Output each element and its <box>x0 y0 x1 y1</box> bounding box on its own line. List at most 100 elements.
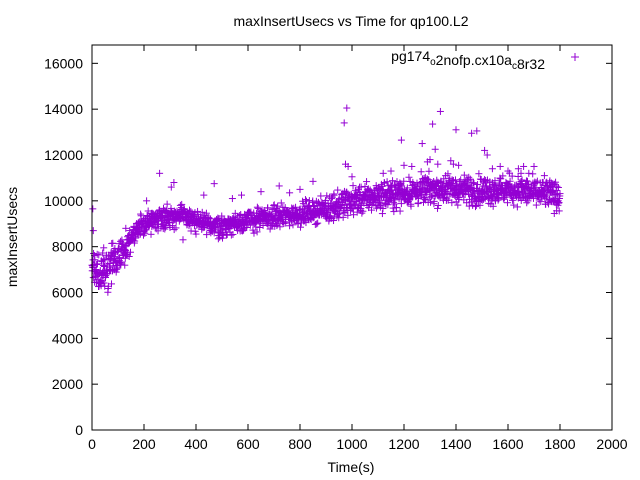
data-point <box>301 196 309 204</box>
data-point <box>126 248 134 256</box>
data-point-outlier <box>442 172 450 180</box>
data-point <box>121 261 129 269</box>
data-point <box>229 230 237 238</box>
data-point-outlier <box>89 227 97 235</box>
data-point <box>343 188 351 196</box>
data-point <box>389 177 397 185</box>
data-point <box>553 182 561 190</box>
data-point <box>447 190 455 198</box>
data-point <box>154 227 162 235</box>
data-point <box>496 181 504 189</box>
data-point <box>524 177 531 185</box>
data-point-outlier <box>400 161 408 169</box>
data-point-outlier <box>483 151 491 159</box>
data-point <box>465 202 473 210</box>
data-point <box>430 197 438 205</box>
data-point <box>326 213 334 221</box>
x-tick-label: 1800 <box>544 436 575 452</box>
data-point-outlier <box>387 167 395 175</box>
data-point <box>384 201 392 209</box>
y-tick-label: 10000 <box>44 193 83 209</box>
x-tick-label: 1600 <box>492 436 523 452</box>
data-point-outlier <box>488 165 496 173</box>
data-point <box>178 200 186 208</box>
data-point <box>93 260 101 268</box>
data-point <box>350 211 358 219</box>
data-point <box>529 170 537 178</box>
data-point <box>231 209 239 217</box>
data-point <box>108 280 115 288</box>
y-tick-label: 0 <box>75 422 83 438</box>
data-point <box>390 208 398 216</box>
data-point <box>513 203 521 211</box>
data-point <box>119 239 127 247</box>
data-point <box>162 220 170 228</box>
data-point <box>510 201 518 209</box>
legend-label-part: 8r32 <box>517 56 545 72</box>
data-point <box>95 251 103 259</box>
legend: pg174o2nofp.cx10ac8r32 <box>391 48 579 72</box>
data-point <box>208 227 216 235</box>
y-tick-label: 12000 <box>44 147 83 163</box>
x-tick-label: 600 <box>236 436 260 452</box>
data-point <box>302 219 310 227</box>
data-point-outlier <box>167 183 175 191</box>
data-point <box>442 186 450 194</box>
data-point <box>391 196 399 204</box>
data-point <box>491 177 499 185</box>
data-point <box>119 240 127 248</box>
data-point-outlier <box>452 126 460 134</box>
data-point <box>460 196 468 204</box>
data-point <box>165 218 173 226</box>
data-point-outlier <box>540 172 548 180</box>
data-point <box>99 262 107 270</box>
data-point <box>379 186 387 194</box>
data-point <box>396 207 404 215</box>
data-point <box>289 221 297 229</box>
data-point <box>508 172 516 180</box>
data-point <box>486 184 494 192</box>
data-point <box>253 203 261 211</box>
data-point <box>363 178 371 186</box>
data-point-outlier <box>340 119 348 127</box>
data-point <box>379 205 387 213</box>
data-point-outlier <box>343 104 351 112</box>
legend-label-part: c <box>512 61 517 72</box>
data-point <box>390 194 398 202</box>
data-point <box>121 254 129 262</box>
data-point-outlier <box>170 179 178 186</box>
data-point <box>368 206 375 214</box>
data-point <box>421 195 429 203</box>
data-point <box>253 228 261 236</box>
data-point <box>323 192 331 200</box>
data-point <box>236 212 244 220</box>
legend-label: pg174o2nofp.cx10ac8r32 <box>391 48 545 72</box>
x-tick-label: 2000 <box>596 436 627 452</box>
data-point <box>503 199 511 207</box>
data-point <box>494 196 502 204</box>
y-tick-label: 2000 <box>52 376 83 392</box>
data-point-outlier <box>473 127 481 135</box>
data-point <box>292 203 300 211</box>
data-point <box>532 201 540 209</box>
data-point-outlier <box>530 162 538 170</box>
data-point-outlier <box>109 239 117 247</box>
data-point-outlier <box>431 145 439 153</box>
data-point-outlier <box>286 189 294 197</box>
data-point <box>202 209 210 217</box>
data-point <box>349 205 357 213</box>
x-tick-label: 400 <box>184 436 208 452</box>
data-point-outlier <box>481 146 489 154</box>
data-point <box>499 172 507 180</box>
data-point <box>396 181 404 189</box>
data-point <box>489 202 497 210</box>
data-point <box>383 178 391 186</box>
data-point-outlier <box>218 230 226 238</box>
data-point <box>443 195 451 203</box>
y-tick-label: 6000 <box>52 285 83 301</box>
data-point <box>506 177 514 185</box>
data-point <box>313 220 321 228</box>
data-point-outlier <box>514 165 522 173</box>
data-point <box>334 211 342 219</box>
data-point <box>249 226 257 234</box>
